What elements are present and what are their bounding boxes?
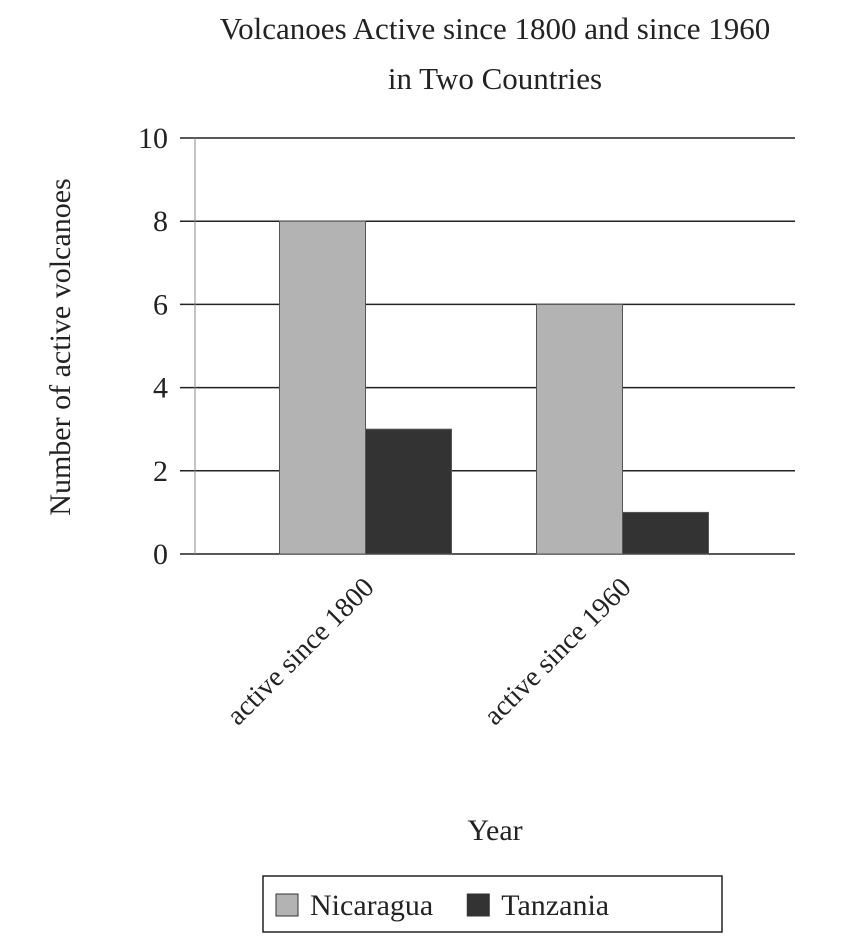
y-tick-label: 4 xyxy=(153,372,168,405)
bar xyxy=(279,220,366,555)
y-tick-label: 0 xyxy=(153,538,168,571)
bar xyxy=(365,428,452,555)
legend-label: Tanzania xyxy=(501,889,609,922)
bar xyxy=(536,303,623,555)
legend-swatch xyxy=(275,893,299,917)
y-tick-label: 8 xyxy=(153,205,168,238)
x-axis-label: Year xyxy=(467,814,522,847)
bar xyxy=(622,511,709,555)
x-tick-label: active since 1960 xyxy=(478,572,637,731)
legend-swatch xyxy=(466,893,490,917)
chart-title: Volcanoes Active since 1800 and since 19… xyxy=(219,11,771,96)
legend-box xyxy=(262,875,723,933)
y-tick-label: 10 xyxy=(138,122,168,155)
y-axis-label: Number of active volcanoes xyxy=(44,178,77,515)
x-tick-label: active since 1800 xyxy=(221,572,380,731)
y-tick-label: 6 xyxy=(153,288,168,321)
y-tick-label: 2 xyxy=(153,455,168,488)
legend-label: Nicaragua xyxy=(310,889,433,922)
